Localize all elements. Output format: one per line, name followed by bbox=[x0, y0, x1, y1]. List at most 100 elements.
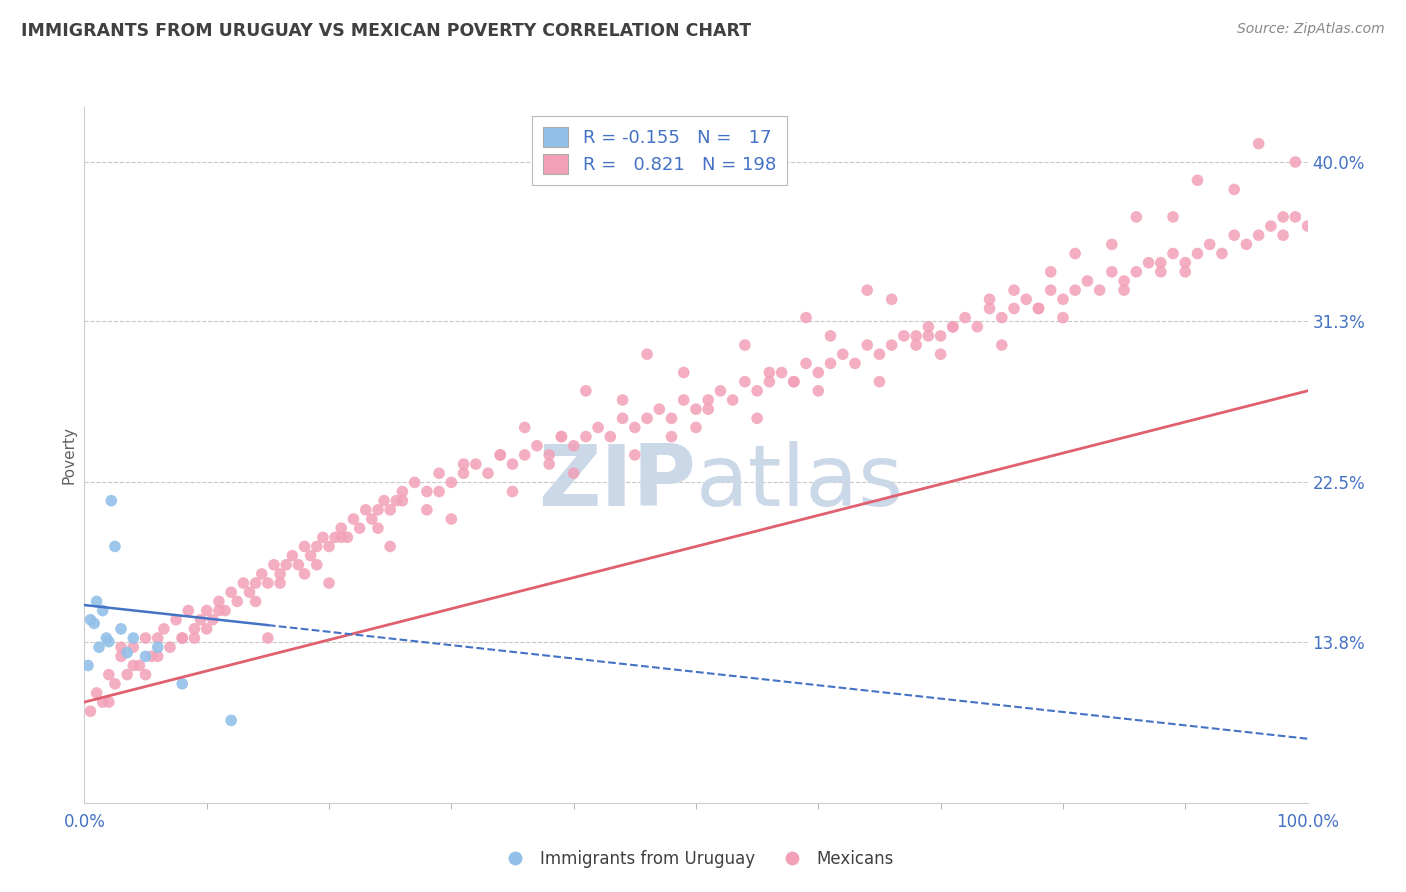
Point bbox=[661, 411, 683, 425]
Point bbox=[685, 420, 707, 434]
Point bbox=[1114, 274, 1136, 288]
Point bbox=[312, 530, 335, 544]
Point bbox=[562, 439, 585, 453]
Point bbox=[893, 329, 915, 343]
Point bbox=[869, 375, 891, 389]
Point bbox=[318, 576, 340, 591]
Point bbox=[153, 622, 176, 636]
Point bbox=[697, 392, 720, 407]
Point bbox=[373, 493, 395, 508]
Point bbox=[1187, 246, 1209, 260]
Point bbox=[354, 503, 377, 517]
Point bbox=[183, 631, 205, 645]
Point bbox=[636, 347, 658, 361]
Point bbox=[257, 576, 280, 591]
Point bbox=[380, 503, 402, 517]
Point bbox=[1064, 283, 1087, 297]
Point bbox=[1211, 246, 1233, 260]
Point bbox=[966, 319, 988, 334]
Point bbox=[1236, 237, 1258, 252]
Point bbox=[100, 493, 122, 508]
Point bbox=[305, 540, 328, 554]
Point bbox=[917, 329, 939, 343]
Point bbox=[183, 622, 205, 636]
Point bbox=[427, 484, 450, 499]
Point bbox=[128, 658, 150, 673]
Point bbox=[440, 475, 463, 490]
Point bbox=[323, 530, 346, 544]
Point bbox=[979, 301, 1001, 316]
Point bbox=[1161, 246, 1184, 260]
Point bbox=[672, 366, 695, 380]
Point bbox=[697, 402, 720, 417]
Point bbox=[342, 512, 364, 526]
Point bbox=[172, 677, 194, 691]
Point bbox=[831, 347, 853, 361]
Point bbox=[734, 375, 756, 389]
Point bbox=[385, 493, 408, 508]
Point bbox=[747, 384, 769, 398]
Point bbox=[1174, 265, 1197, 279]
Point bbox=[305, 558, 328, 572]
Point bbox=[1052, 310, 1074, 325]
Point bbox=[929, 347, 952, 361]
Point bbox=[391, 484, 413, 499]
Point bbox=[391, 493, 413, 508]
Point bbox=[226, 594, 249, 608]
Point bbox=[287, 558, 309, 572]
Point bbox=[135, 667, 157, 681]
Point bbox=[856, 338, 879, 352]
Point bbox=[747, 411, 769, 425]
Point bbox=[624, 420, 647, 434]
Point bbox=[979, 293, 1001, 307]
Point bbox=[513, 448, 536, 462]
Point bbox=[269, 576, 291, 591]
Point bbox=[453, 457, 475, 471]
Point bbox=[201, 613, 224, 627]
Point bbox=[1125, 210, 1147, 224]
Point bbox=[1223, 228, 1246, 243]
Point bbox=[905, 329, 928, 343]
Point bbox=[294, 566, 316, 581]
Point bbox=[464, 457, 486, 471]
Point bbox=[367, 503, 389, 517]
Point bbox=[586, 420, 609, 434]
Point bbox=[79, 613, 101, 627]
Point bbox=[122, 631, 145, 645]
Point bbox=[869, 347, 891, 361]
Point bbox=[783, 375, 806, 389]
Point bbox=[734, 338, 756, 352]
Point bbox=[1174, 255, 1197, 269]
Point bbox=[1101, 237, 1123, 252]
Point bbox=[1028, 301, 1050, 316]
Point bbox=[172, 631, 194, 645]
Point bbox=[349, 521, 371, 535]
Point bbox=[794, 310, 817, 325]
Point bbox=[820, 329, 842, 343]
Point bbox=[624, 448, 647, 462]
Point bbox=[1272, 228, 1295, 243]
Point bbox=[1284, 155, 1306, 169]
Point bbox=[440, 512, 463, 526]
Point bbox=[612, 392, 634, 407]
Point bbox=[1150, 255, 1173, 269]
Point bbox=[1088, 283, 1111, 297]
Point bbox=[177, 603, 200, 617]
Point bbox=[86, 686, 108, 700]
Point bbox=[550, 429, 572, 443]
Point bbox=[489, 448, 512, 462]
Point bbox=[1064, 246, 1087, 260]
Point bbox=[1114, 283, 1136, 297]
Point bbox=[219, 585, 242, 599]
Point bbox=[1002, 301, 1025, 316]
Point bbox=[1125, 265, 1147, 279]
Point bbox=[110, 649, 132, 664]
Point bbox=[709, 384, 731, 398]
Point bbox=[146, 649, 169, 664]
Point bbox=[294, 540, 316, 554]
Point bbox=[135, 631, 157, 645]
Point bbox=[820, 356, 842, 370]
Point bbox=[513, 420, 536, 434]
Point bbox=[276, 558, 298, 572]
Point bbox=[942, 319, 965, 334]
